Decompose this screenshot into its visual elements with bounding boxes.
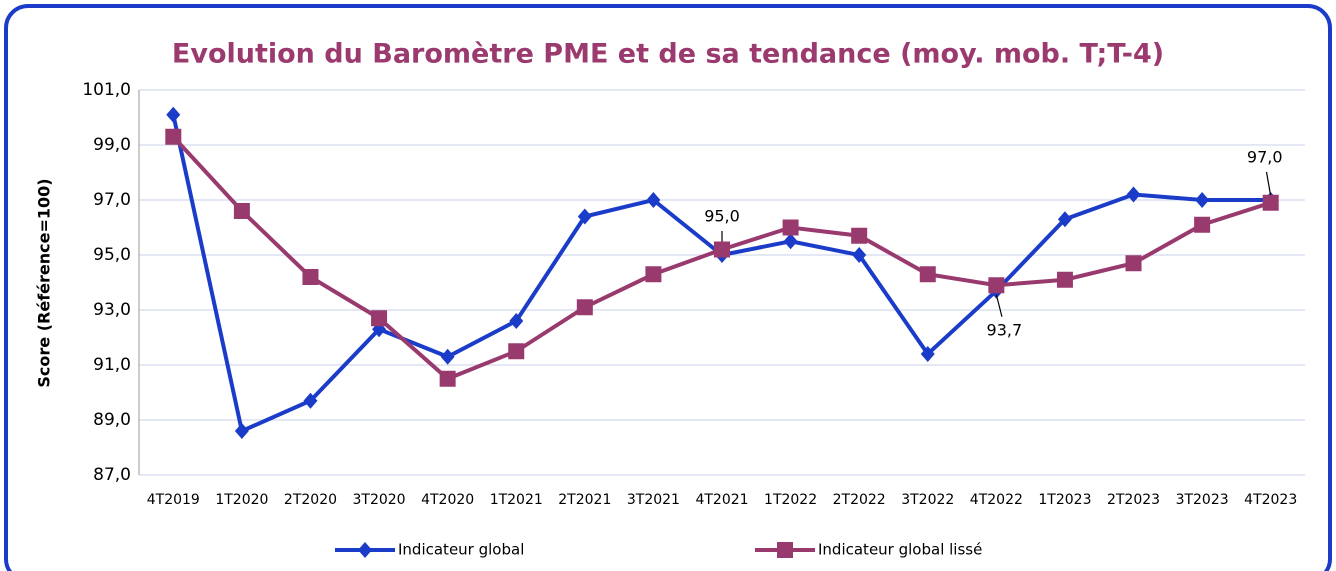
y-tick-label: 95,0 [93,245,131,265]
x-tick-label: 1T2020 [215,492,268,508]
x-tick-label: 3T2023 [1176,492,1229,508]
data-point [919,266,936,283]
data-point [851,227,868,244]
x-tick-label: 1T2021 [490,492,543,508]
x-tick-label: 2T2023 [1107,492,1160,508]
leader-line [1265,171,1272,197]
chart-border [4,4,1332,571]
y-tick-label: 93,0 [93,300,131,320]
y-tick-label: 101,0 [82,80,131,100]
data-label: 93,7 [987,320,1023,339]
x-tick-label: 4T2020 [421,492,474,508]
data-label: 95,0 [704,207,740,226]
legend-label: Indicateur global lissé [818,541,982,559]
data-point [577,208,592,225]
chart-title: Evolution du Baromètre PME et de sa tend… [172,39,1164,70]
legend-label: Indicateur global [398,541,524,559]
data-point [234,423,249,439]
data-point [714,241,730,258]
y-tick-label: 97,0 [93,190,131,210]
y-tick-label: 87,0 [93,465,131,485]
x-tick-label: 2T2021 [558,492,611,508]
data-point [1126,186,1141,203]
leader-line [995,294,1003,317]
data-point [166,106,181,123]
data-point [988,277,1005,294]
x-tick-label: 2T2022 [833,492,886,508]
data-point [233,203,250,219]
data-label: 97,0 [1247,148,1283,167]
y-tick-label: 91,0 [93,355,131,375]
x-tick-label: 3T2022 [901,492,954,508]
data-point [782,219,799,236]
data-point [852,247,867,263]
legend-marker [777,542,793,558]
x-tick-label: 2T2020 [284,492,337,508]
data-point [1194,216,1211,233]
data-point [1195,192,1210,208]
data-point [509,313,524,329]
data-point [646,192,661,208]
data-point [920,346,935,362]
data-point [371,310,388,327]
data-point [576,299,593,316]
data-point [439,370,456,387]
x-tick-label: 1T2022 [764,492,817,508]
y-tick-label: 99,0 [93,135,131,155]
data-point [1057,211,1072,228]
x-tick-label: 4T2019 [147,492,200,508]
legend-marker [358,542,372,558]
y-tick-label: 89,0 [93,410,131,430]
y-axis-title: Score (Référence=100) [35,178,54,387]
x-tick-label: 4T2022 [970,492,1023,508]
x-tick-label: 4T2021 [695,492,748,508]
data-point [302,269,319,285]
data-point [1056,271,1073,288]
data-point [440,348,455,365]
data-point [303,392,318,409]
x-tick-label: 3T2020 [353,492,406,508]
data-point [1125,255,1142,272]
x-tick-label: 4T2023 [1244,492,1297,508]
data-point [783,233,798,250]
data-point [1262,194,1279,211]
data-point [165,128,182,145]
x-tick-label: 1T2023 [1038,492,1091,508]
data-point [508,343,525,360]
x-tick-label: 3T2021 [627,492,680,508]
data-point [645,266,662,283]
